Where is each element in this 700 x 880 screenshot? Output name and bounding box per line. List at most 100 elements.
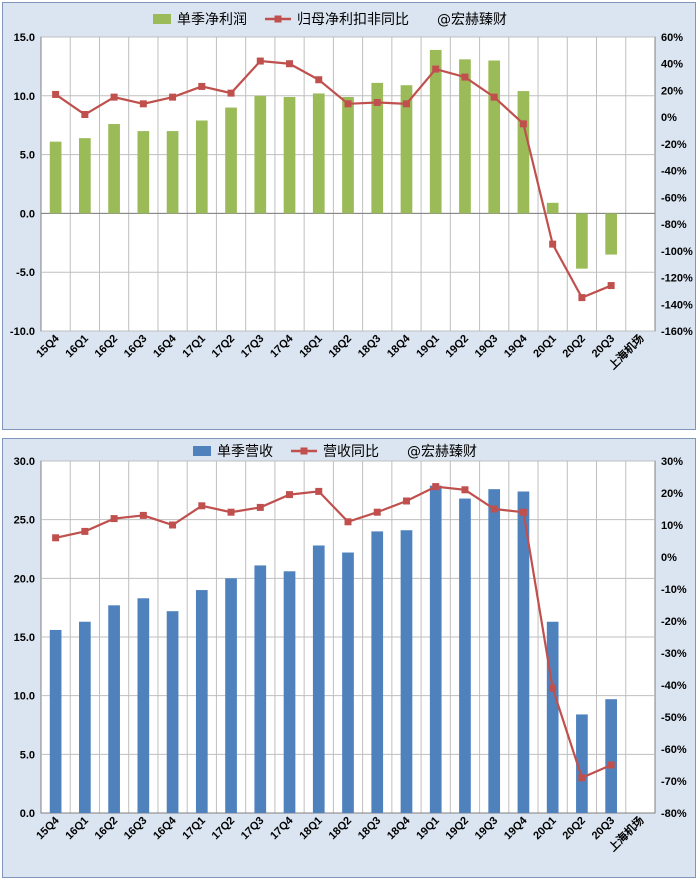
bar xyxy=(283,96,296,214)
y-right-tick-label: -40% xyxy=(661,166,687,178)
line-point xyxy=(81,111,89,119)
x-tick-label: 18Q1 xyxy=(297,333,325,361)
legend: 单季净利润 归母净利扣非同比 @宏赫臻财 xyxy=(153,11,507,28)
bar xyxy=(108,605,120,813)
bar xyxy=(371,82,384,214)
x-tick-label: 19Q1 xyxy=(414,333,442,361)
bar xyxy=(488,60,501,214)
y-left-tick-label: 0.0 xyxy=(20,808,35,820)
bar xyxy=(517,491,530,813)
y-left-tick-label: 5.0 xyxy=(20,150,35,162)
line-point xyxy=(198,502,206,510)
line-point xyxy=(198,82,206,90)
y-right-tick-label: -60% xyxy=(661,744,687,756)
y-right-tick-label: 10% xyxy=(661,520,683,532)
line-point xyxy=(286,60,294,68)
y-left-tick-label: -5.0 xyxy=(16,267,35,279)
line-point xyxy=(169,521,177,529)
legend-label-line: 营收同比 xyxy=(323,444,379,460)
x-tick-label: 19Q3 xyxy=(473,333,501,361)
x-tick-label: 17Q4 xyxy=(268,332,296,360)
x-tick-label: 18Q4 xyxy=(385,332,413,360)
x-tick-label: 19Q2 xyxy=(444,815,472,843)
y-right-tick-label: -50% xyxy=(661,712,687,724)
x-tick-label: 20Q3 xyxy=(590,333,618,361)
x-tick-label: 17Q3 xyxy=(239,333,267,361)
line-point xyxy=(344,518,352,526)
legend: 单季营收 营收同比 @宏赫臻财 xyxy=(193,444,477,460)
y-left-tick-label: 25.0 xyxy=(14,515,35,527)
line-point xyxy=(169,93,177,101)
x-tick-label: 17Q4 xyxy=(268,814,296,842)
y-right-tick-label: -70% xyxy=(661,776,687,788)
bar xyxy=(488,489,501,813)
bar xyxy=(429,49,442,214)
x-tick-label: 19Q4 xyxy=(502,332,530,360)
bar xyxy=(108,124,120,214)
x-tick-label: 16Q2 xyxy=(93,815,121,843)
y-right-tick-label: 0% xyxy=(661,112,677,124)
y-left-tick-label: 15.0 xyxy=(14,32,35,44)
line-point xyxy=(461,73,469,81)
y-right-tick-label: 20% xyxy=(661,488,683,500)
bar xyxy=(576,714,588,813)
y-right-tick-label: 0% xyxy=(661,552,677,564)
legend-swatch-marker xyxy=(300,447,308,455)
x-tick-label: 16Q4 xyxy=(151,814,179,842)
line-point xyxy=(373,508,381,516)
series-line xyxy=(54,59,612,299)
bar xyxy=(429,485,442,813)
x-tick-label: 18Q3 xyxy=(356,815,384,843)
line-point xyxy=(286,491,294,499)
line-point xyxy=(607,761,615,769)
legend-label-bar: 单季净利润 xyxy=(177,12,247,28)
bar xyxy=(254,95,267,214)
y-right-tick-label: -30% xyxy=(661,648,687,660)
bar xyxy=(459,59,471,214)
bar xyxy=(79,138,91,214)
y-right-tick-label: -80% xyxy=(661,808,687,820)
x-tick-label: 19Q1 xyxy=(414,815,442,843)
line-point xyxy=(607,282,615,290)
bar xyxy=(137,131,150,214)
line-point xyxy=(139,511,147,519)
y-right-tick-label: -60% xyxy=(661,192,687,204)
y-right-tick-label: -100% xyxy=(661,246,693,258)
y-right-tick-label: -10% xyxy=(661,584,687,596)
bar xyxy=(137,598,150,813)
x-tick-label: 20Q1 xyxy=(531,333,559,361)
chart-panel-net-profit: 15.0 10.0 5.0 0.0 -5.0 -10.0 60% 40% 20% 0% -20% -4… xyxy=(2,2,696,430)
line-point xyxy=(461,486,469,494)
x-tick-label: 19Q4 xyxy=(502,814,530,842)
x-tick-label: 15Q4 xyxy=(34,814,62,842)
bar xyxy=(576,213,588,269)
legend-label-bar: 单季营收 xyxy=(217,444,273,460)
bar xyxy=(459,498,471,813)
y-right-tick-label: -80% xyxy=(661,219,687,231)
x-tick-label: 16Q3 xyxy=(122,333,150,361)
y-left-tick-label: 10.0 xyxy=(14,691,35,703)
net-profit-chart: 15.0 10.0 5.0 0.0 -5.0 -10.0 60% 40% 20% 0% -20% -4… xyxy=(10,11,693,372)
y-right-tick-label: 60% xyxy=(661,32,683,44)
legend-swatch-marker xyxy=(274,15,282,23)
bar xyxy=(49,141,62,214)
x-tick-label: 19Q3 xyxy=(473,815,501,843)
x-tick-label: 17Q1 xyxy=(180,333,208,361)
y-left-tick-label: 5.0 xyxy=(20,749,35,761)
x-tick-label: 15Q4 xyxy=(34,332,62,360)
legend-label-line: 归母净利扣非同比 xyxy=(297,11,409,28)
y-right-tick-label: -20% xyxy=(661,139,687,151)
legend-watermark-text: @宏赫臻财 xyxy=(407,444,477,460)
x-tick-label: 18Q4 xyxy=(385,814,413,842)
y-left-tick-label: 20.0 xyxy=(14,573,35,585)
line-point xyxy=(227,508,235,516)
line-point xyxy=(344,100,352,108)
bar xyxy=(312,93,325,214)
bar xyxy=(400,530,413,813)
y-right-tick-label: 30% xyxy=(661,456,683,468)
bar xyxy=(517,91,530,214)
x-tick-label: 17Q3 xyxy=(239,815,267,843)
line-point xyxy=(432,483,440,491)
bar xyxy=(400,85,413,214)
x-tick-label: 17Q2 xyxy=(210,815,238,843)
